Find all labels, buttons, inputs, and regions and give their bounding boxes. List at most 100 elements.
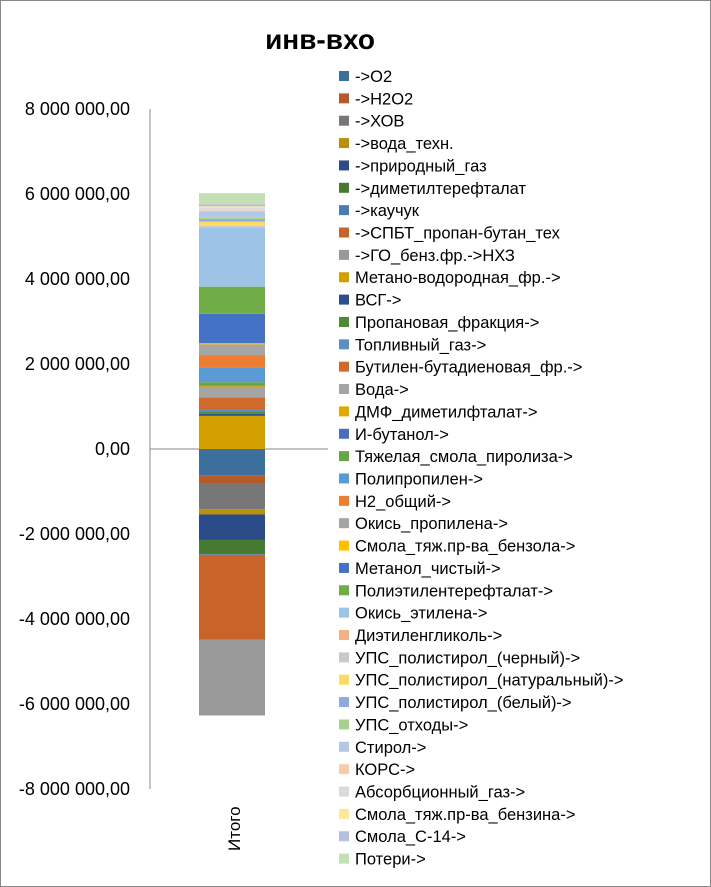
legend-swatch (339, 540, 349, 551)
bar-segment (199, 286, 265, 314)
legend-swatch (339, 741, 349, 752)
legend-label: УПС_отходы-> (355, 716, 468, 734)
y-tick-label: 0,00 (95, 439, 130, 459)
stacked-bars (199, 193, 265, 716)
y-tick-label: -8 000 000,00 (19, 779, 130, 799)
legend-label: УПС_полистирол_(белый)-> (355, 694, 572, 712)
y-tick-label: -6 000 000,00 (19, 694, 130, 714)
legend-label: ->каучук (355, 202, 420, 220)
chart-title: инв-вхо (265, 24, 375, 55)
bar-segment (199, 397, 265, 410)
legend-label: ВСГ-> (355, 292, 401, 310)
legend-swatch (339, 316, 349, 327)
legend-swatch (339, 406, 349, 417)
legend-label: Смола_тяж.пр-ва_бензола-> (355, 538, 575, 556)
legend-label: Абсорбционный_газ-> (355, 784, 525, 802)
bar-segment (199, 554, 265, 640)
bar-segment (199, 514, 265, 540)
bar-segment (199, 509, 265, 515)
legend-swatch (339, 697, 349, 708)
bar-segment (199, 206, 265, 209)
legend-swatch (339, 607, 349, 618)
legend-label: ->природный_газ (355, 157, 487, 175)
y-tick-label: 4 000 000,00 (25, 269, 130, 289)
legend-swatch (339, 473, 349, 484)
legend-swatch (339, 272, 349, 283)
bar-segment (199, 227, 265, 228)
legend-swatch (339, 71, 349, 81)
x-category-label: Итого (225, 806, 244, 851)
legend-label: Смола_С-14-> (355, 828, 466, 846)
legend-swatch (339, 451, 349, 462)
legend-label: КОРС-> (355, 761, 415, 779)
bar-segment (199, 483, 265, 510)
legend-swatch (339, 786, 349, 797)
legend-swatch (339, 808, 349, 819)
legend-swatch (339, 562, 349, 573)
legend-swatch (339, 93, 349, 104)
legend-label: ДМФ_диметилфталат-> (355, 403, 538, 421)
legend-swatch (339, 205, 349, 216)
bar-segment (199, 413, 265, 416)
legend-swatch (339, 518, 349, 529)
y-tick-label: 6 000 000,00 (25, 184, 130, 204)
legend-swatch (339, 652, 349, 663)
legend-swatch (339, 249, 349, 260)
legend-label: Диэтиленгликоль-> (355, 627, 502, 645)
y-tick-label: -4 000 000,00 (19, 609, 130, 629)
bar-segment (199, 221, 265, 226)
legend-swatch (339, 361, 349, 372)
bar-segment (199, 639, 265, 716)
bar-segment (199, 313, 265, 344)
bar-segment (199, 211, 265, 218)
bar-segment (199, 386, 265, 398)
bar-segment (199, 204, 265, 207)
legend-label: УПС_полистирол_(натуральный)-> (355, 672, 623, 690)
legend-swatch (339, 764, 349, 775)
bar-segment (199, 386, 265, 387)
legend-swatch (339, 339, 349, 350)
legend-label: Потери-> (355, 851, 426, 869)
bar-segment (199, 367, 265, 383)
legend-label: Окись_пропилена-> (355, 515, 508, 533)
bar-segment (199, 225, 265, 228)
legend-label: УПС_полистирол_(черный)-> (355, 649, 580, 667)
bar-segment (199, 343, 265, 345)
legend-label: ->H2O2 (355, 90, 413, 108)
bar-segment (199, 210, 265, 212)
bar-segment (199, 385, 265, 387)
bar-segment (199, 382, 265, 386)
bar-segment (199, 475, 265, 483)
legend-label: H2_общий-> (355, 493, 451, 511)
legend-label: Смола_тяж.пр-ва_бензина-> (355, 806, 575, 824)
legend-label: ->диметилтерефталат (355, 180, 526, 198)
legend-label: Метанол_чистый-> (355, 560, 501, 578)
legend-label: Бутилен-бутадиеновая_фр.-> (355, 359, 582, 377)
legend-swatch (339, 227, 349, 238)
bar-segment (199, 449, 265, 476)
legend-swatch (339, 630, 349, 640)
y-tick-label: 2 000 000,00 (25, 354, 130, 374)
legend-label: Тяжелая_смола_пиролиза-> (355, 448, 573, 466)
legend-swatch (339, 585, 349, 596)
legend-label: ->вода_техн. (355, 135, 454, 153)
legend-label: ->O2 (355, 68, 392, 86)
legend-swatch (339, 428, 349, 439)
legend-swatch (339, 831, 349, 842)
legend-swatch (339, 719, 349, 730)
legend-swatch (339, 384, 349, 395)
bar-segment (199, 208, 265, 211)
legend-swatch (339, 138, 349, 149)
bar-segment (199, 228, 265, 287)
bar-segment (199, 217, 265, 220)
legend-label: Полиэтилентерефталат-> (355, 582, 553, 600)
bar-segment (199, 355, 265, 368)
bar-segment (199, 344, 265, 356)
legend-label: Пропановая_фракция-> (355, 314, 539, 332)
bar-segment (199, 219, 265, 222)
bar-segment (199, 409, 265, 412)
legend-swatch (339, 160, 349, 171)
legend-label: Метано-водородная_фр.-> (355, 269, 561, 287)
